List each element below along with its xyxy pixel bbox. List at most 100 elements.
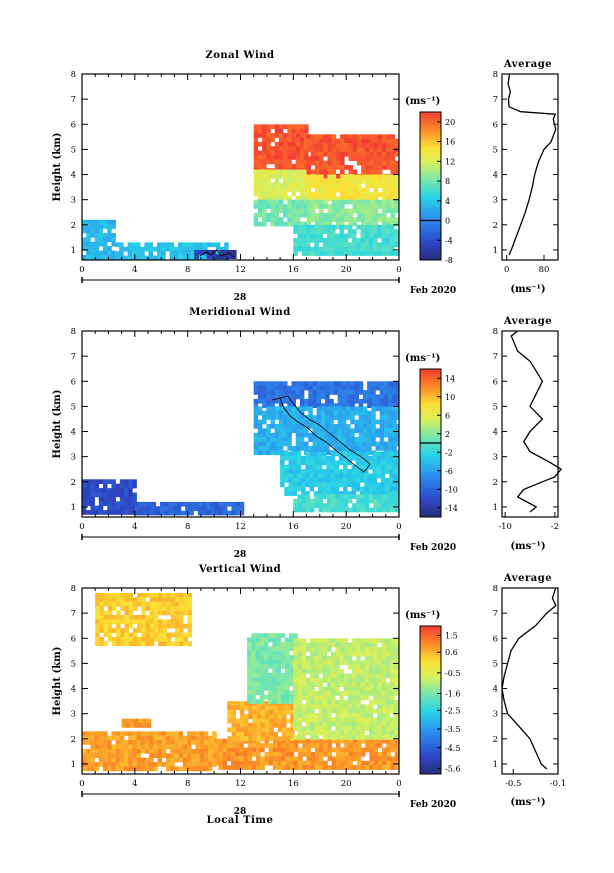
heatmap-cell bbox=[389, 229, 395, 234]
heatmap-cell bbox=[272, 699, 277, 704]
heatmap-cell bbox=[382, 204, 387, 209]
colorbar-tick-label: -8 bbox=[445, 256, 453, 265]
heatmap-cell bbox=[95, 623, 100, 629]
heatmap-cell bbox=[326, 469, 331, 474]
heatmap-cell bbox=[320, 424, 326, 429]
heatmap-cell bbox=[287, 437, 292, 442]
heatmap-cell bbox=[327, 178, 332, 184]
heatmap-cell bbox=[257, 432, 263, 438]
heatmap-cell bbox=[170, 744, 175, 750]
heatmap-cell bbox=[107, 757, 112, 763]
heatmap-cell bbox=[186, 255, 191, 260]
heatmap-cell bbox=[340, 212, 345, 218]
heatmap-cell bbox=[86, 753, 91, 758]
heatmap-cell bbox=[397, 469, 399, 474]
heatmap-block bbox=[82, 219, 116, 260]
heatmap-cell bbox=[103, 623, 109, 629]
heatmap-cell bbox=[98, 250, 104, 256]
heatmap-cell bbox=[90, 731, 95, 736]
profile-y-tick-label: 5 bbox=[493, 402, 498, 412]
heatmap-cell bbox=[297, 691, 302, 696]
heatmap-cell bbox=[362, 428, 368, 434]
heatmap-cell bbox=[326, 691, 332, 696]
heatmap-cell bbox=[262, 385, 267, 391]
heatmap-cell bbox=[322, 691, 328, 696]
heatmap-cell bbox=[119, 510, 125, 515]
heatmap-cell bbox=[251, 690, 256, 696]
heatmap-cell bbox=[260, 718, 266, 724]
heatmap-cell bbox=[329, 403, 334, 408]
heatmap-cell bbox=[343, 717, 349, 723]
heatmap-cell bbox=[356, 174, 362, 180]
heatmap-cell bbox=[355, 451, 361, 457]
heatmap-cell bbox=[331, 151, 337, 157]
heatmap-cell bbox=[373, 212, 379, 218]
heatmap-cell bbox=[82, 753, 87, 758]
heatmap-cell bbox=[331, 204, 337, 209]
heatmap-cell bbox=[162, 632, 167, 638]
meridional-timeline bbox=[81, 534, 400, 540]
heatmap-cell bbox=[260, 736, 266, 741]
heatmap-cell bbox=[295, 146, 301, 151]
heatmap-cell bbox=[278, 195, 284, 201]
heatmap-cell bbox=[295, 173, 301, 179]
heatmap-cell bbox=[369, 134, 374, 139]
heatmap-cell bbox=[128, 766, 133, 772]
heatmap-cell bbox=[335, 726, 340, 731]
heatmap-cell bbox=[305, 451, 310, 457]
heatmap-cell bbox=[319, 151, 324, 157]
heatmap-cell bbox=[231, 736, 236, 741]
heatmap-cell bbox=[119, 501, 125, 506]
heatmap-cell bbox=[368, 507, 374, 513]
heatmap-cell bbox=[385, 482, 390, 488]
heatmap-cell bbox=[327, 138, 332, 144]
heatmap-cell bbox=[99, 593, 104, 598]
heatmap-cell bbox=[394, 747, 399, 753]
heatmap-cell bbox=[308, 419, 313, 425]
heatmap-cell bbox=[295, 390, 301, 395]
heatmap-cell bbox=[103, 233, 108, 238]
heatmap-cell bbox=[362, 415, 368, 420]
heatmap-cell bbox=[305, 699, 311, 705]
heatmap-cell bbox=[355, 486, 361, 492]
heatmap-cell bbox=[140, 731, 146, 736]
heatmap-cell bbox=[320, 385, 326, 391]
heatmap-cell bbox=[348, 134, 353, 139]
heatmap-cell bbox=[335, 178, 341, 184]
heatmap-cell bbox=[297, 682, 302, 687]
heatmap-cell bbox=[115, 766, 121, 772]
heatmap-cell bbox=[277, 727, 283, 733]
heatmap-cell bbox=[297, 655, 302, 661]
heatmap-cell bbox=[364, 691, 370, 696]
heatmap-cell bbox=[265, 718, 270, 724]
heatmap-cell bbox=[259, 650, 265, 656]
heatmap-cell bbox=[320, 403, 326, 408]
heatmap-cell bbox=[262, 381, 267, 386]
heatmap-cell bbox=[304, 212, 309, 218]
heatmap-cell bbox=[297, 238, 302, 243]
heatmap-cell bbox=[301, 704, 307, 709]
heatmap-cell bbox=[197, 510, 203, 516]
heatmap-cell bbox=[389, 251, 395, 256]
heatmap-cell bbox=[111, 510, 116, 515]
heatmap-cell bbox=[115, 242, 120, 248]
x-tick-label: 12 bbox=[235, 779, 246, 789]
heatmap-cell bbox=[313, 491, 319, 496]
heatmap-cell bbox=[381, 651, 386, 657]
heatmap-cell bbox=[266, 424, 271, 429]
heatmap-cell bbox=[304, 159, 309, 165]
heatmap-cell bbox=[161, 731, 167, 736]
heatmap-cell bbox=[352, 246, 357, 252]
heatmap-cell bbox=[301, 503, 307, 508]
heatmap-cell bbox=[175, 637, 180, 642]
heatmap-cell bbox=[124, 601, 130, 607]
heatmap-cell bbox=[259, 637, 265, 643]
heatmap-cell bbox=[222, 747, 227, 753]
heatmap-cell bbox=[252, 709, 257, 715]
heatmap-cell bbox=[166, 606, 172, 611]
heatmap-cell bbox=[331, 708, 336, 714]
heatmap-cell bbox=[274, 398, 280, 404]
heatmap-cell bbox=[322, 708, 328, 714]
heatmap-cell bbox=[354, 394, 359, 400]
heatmap-cell bbox=[214, 760, 219, 766]
